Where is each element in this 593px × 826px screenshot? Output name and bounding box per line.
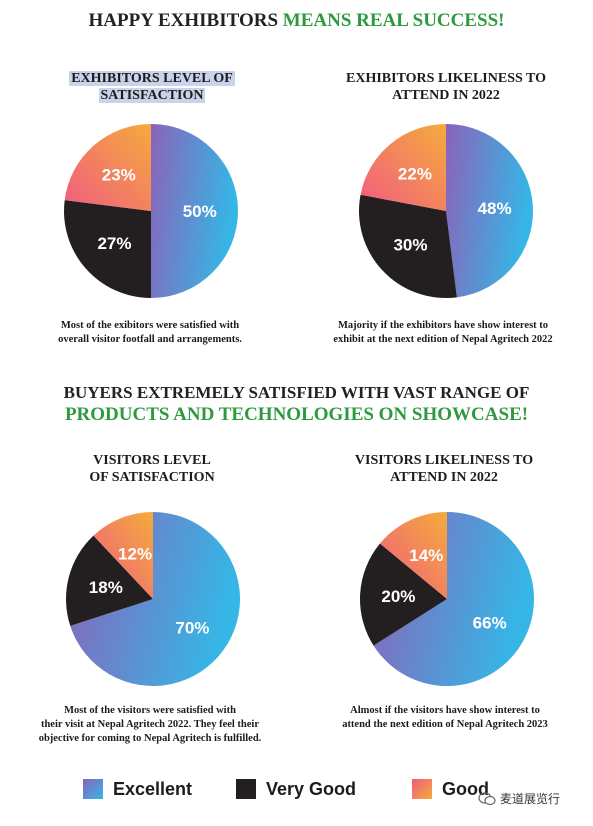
pie1-label-very-good: 27% — [97, 234, 131, 253]
legend-label-excellent: Excellent — [113, 778, 193, 799]
chart2-caption-line2: exhibit at the next edition of Nepal Agr… — [333, 334, 553, 345]
chart4-title-line1: VISITORS LIKELINESS TO — [354, 453, 534, 468]
main-header: HAPPY EXHIBITORS MEANS REAL SUCCESS! — [0, 10, 593, 32]
chart3-title: VISITORS LEVEL OF SATISFACTION — [22, 452, 282, 486]
legend: Excellent Very Good Good — [0, 776, 593, 802]
legend-label-very-good: Very Good — [266, 778, 357, 799]
chart1-title-line2: SATISFACTION — [98, 88, 206, 103]
chart4-caption-line2: attend the next edition of Nepal Agritec… — [342, 719, 548, 730]
pie1-label-good: 23% — [102, 165, 136, 184]
pie3-label-very-good: 18% — [89, 578, 123, 597]
pie3-label-excellent: 70% — [175, 619, 209, 638]
pie4-slice-excellent — [373, 512, 534, 686]
chart2-pie: 48% 30% 22% — [358, 124, 534, 298]
chart4-title: VISITORS LIKELINESS TO ATTEND IN 2022 — [314, 452, 574, 486]
pie4-label-excellent: 66% — [473, 613, 507, 632]
chart3-pie: 70% 18% 12% — [66, 512, 240, 686]
legend-swatch-very-good — [236, 779, 256, 799]
pie3-slice-very-good — [66, 535, 153, 626]
chart4-title-line2: ATTEND IN 2022 — [390, 470, 498, 485]
legend-item-excellent: Excellent — [83, 776, 192, 802]
pie2-label-excellent: 48% — [478, 199, 512, 218]
chart2-caption: Majority if the exhibitors have show int… — [293, 319, 593, 347]
pie3-slice-excellent — [70, 512, 240, 686]
chart2-title-line1: EXHIBITORS LIKELINESS TO — [346, 71, 546, 86]
pie1-slice-excellent — [151, 124, 238, 298]
legend-label-good: Good — [442, 778, 489, 799]
legend-item-good: Good — [412, 776, 489, 802]
pie2-label-good: 22% — [398, 164, 432, 183]
pie1-slice-very-good — [63, 200, 151, 298]
pie4-slice-good — [379, 512, 447, 599]
main-header-part1: HAPPY EXHIBITORS — [88, 10, 283, 31]
chart1-caption-line1: Most of the exibitors were satisfied wit… — [60, 320, 240, 331]
chart1-caption: Most of the exibitors were satisfied wit… — [0, 319, 300, 347]
chart3-title-line1: VISITORS LEVEL — [93, 453, 211, 468]
chart3-caption-line1: Most of the visitors were satisfied with — [64, 705, 236, 716]
chart3-title-line2: OF SATISFACTION — [89, 470, 215, 485]
chart3-caption-line2: their visit at Nepal Agritech 2022. They… — [40, 719, 260, 730]
chart1-pie: 50% 27% 23% — [63, 124, 238, 298]
chart2-caption-line1: Majority if the exhibitors have show int… — [337, 320, 549, 331]
chart4-caption-line1: Almost if the visitors have show interes… — [350, 705, 540, 716]
legend-item-very-good: Very Good — [236, 776, 356, 802]
pie3-slice-good — [93, 512, 153, 599]
legend-swatch-excellent — [83, 779, 103, 799]
pie2-label-very-good: 30% — [393, 235, 427, 254]
chart4-pie: 66% 20% 14% — [360, 512, 534, 686]
pie1-slice-good — [64, 124, 151, 211]
pie2-slice-good — [360, 124, 446, 211]
pie2-slice-very-good — [358, 194, 457, 298]
legend-swatch-good — [412, 779, 432, 799]
pie4-slice-very-good — [360, 543, 447, 646]
chart2-title: EXHIBITORS LIKELINESS TO ATTEND IN 2022 — [316, 70, 576, 104]
pie4-label-good: 14% — [409, 546, 443, 565]
watermark-text: 麦道展览行 — [500, 792, 561, 806]
chart1-title-line1: EXHIBITORS LEVEL OF — [69, 71, 235, 86]
section2-header-line2: PRODUCTS AND TECHNOLOGIES ON SHOWCASE! — [64, 404, 529, 425]
wechat-icon — [478, 791, 496, 805]
section2-header-line1: BUYERS EXTREMELY SATISFIED WITH VAST RAN… — [63, 383, 530, 402]
chart1-caption-line2: overall visitor footfall and arrangement… — [58, 334, 242, 345]
pie2-slice-excellent — [446, 124, 534, 298]
chart2-title-line2: ATTEND IN 2022 — [392, 88, 500, 103]
chart1-title: EXHIBITORS LEVEL OF SATISFACTION — [22, 70, 282, 104]
chart4-caption: Almost if the visitors have show interes… — [295, 704, 593, 732]
pie1-label-excellent: 50% — [183, 202, 217, 221]
pie3-label-good: 12% — [118, 545, 152, 564]
watermark: 麦道展览行 — [478, 790, 560, 807]
chart3-caption: Most of the visitors were satisfied with… — [0, 704, 300, 746]
main-header-part2: MEANS REAL SUCCESS! — [282, 10, 505, 31]
chart3-caption-line3: objective for coming to Nepal Agritech i… — [38, 733, 262, 744]
pie4-label-very-good: 20% — [381, 587, 415, 606]
